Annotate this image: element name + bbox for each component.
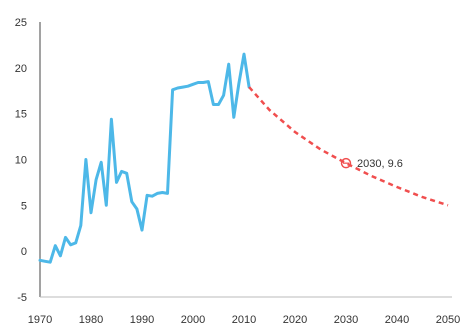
x-tick-label: 1980 (79, 314, 103, 326)
y-tick-label: 5 (21, 200, 27, 212)
y-tick-label: 0 (21, 246, 27, 258)
x-tick-label: 1970 (28, 314, 52, 326)
annotation-layer: 2030, 9.6 (340, 157, 403, 170)
x-tick-label: 2040 (385, 314, 409, 326)
series-line-projection (248, 86, 449, 207)
x-tick-label: 2030 (334, 314, 358, 326)
series-line-historical (38, 52, 251, 264)
y-tick-label: 20 (15, 63, 27, 75)
x-tick-labels: 1970 1980 1990 2000 2010 2020 2030 2040 2050 (28, 314, 460, 326)
series-layer (38, 52, 449, 264)
annotation-marker (340, 157, 352, 169)
y-tick-label: 10 (15, 155, 27, 167)
x-tick-label: 2000 (181, 314, 205, 326)
y-tick-label: 15 (15, 109, 27, 121)
y-tick-labels: -5 0 5 10 15 20 25 (15, 17, 27, 304)
annotation-label: 2030, 9.6 (357, 158, 403, 170)
x-tick-label: 2050 (436, 314, 460, 326)
x-tick-label: 2010 (232, 314, 256, 326)
y-tick-label: -5 (17, 292, 27, 304)
x-tick-label: 2020 (283, 314, 307, 326)
y-tick-label: 25 (15, 17, 27, 29)
x-tick-label: 1990 (130, 314, 154, 326)
